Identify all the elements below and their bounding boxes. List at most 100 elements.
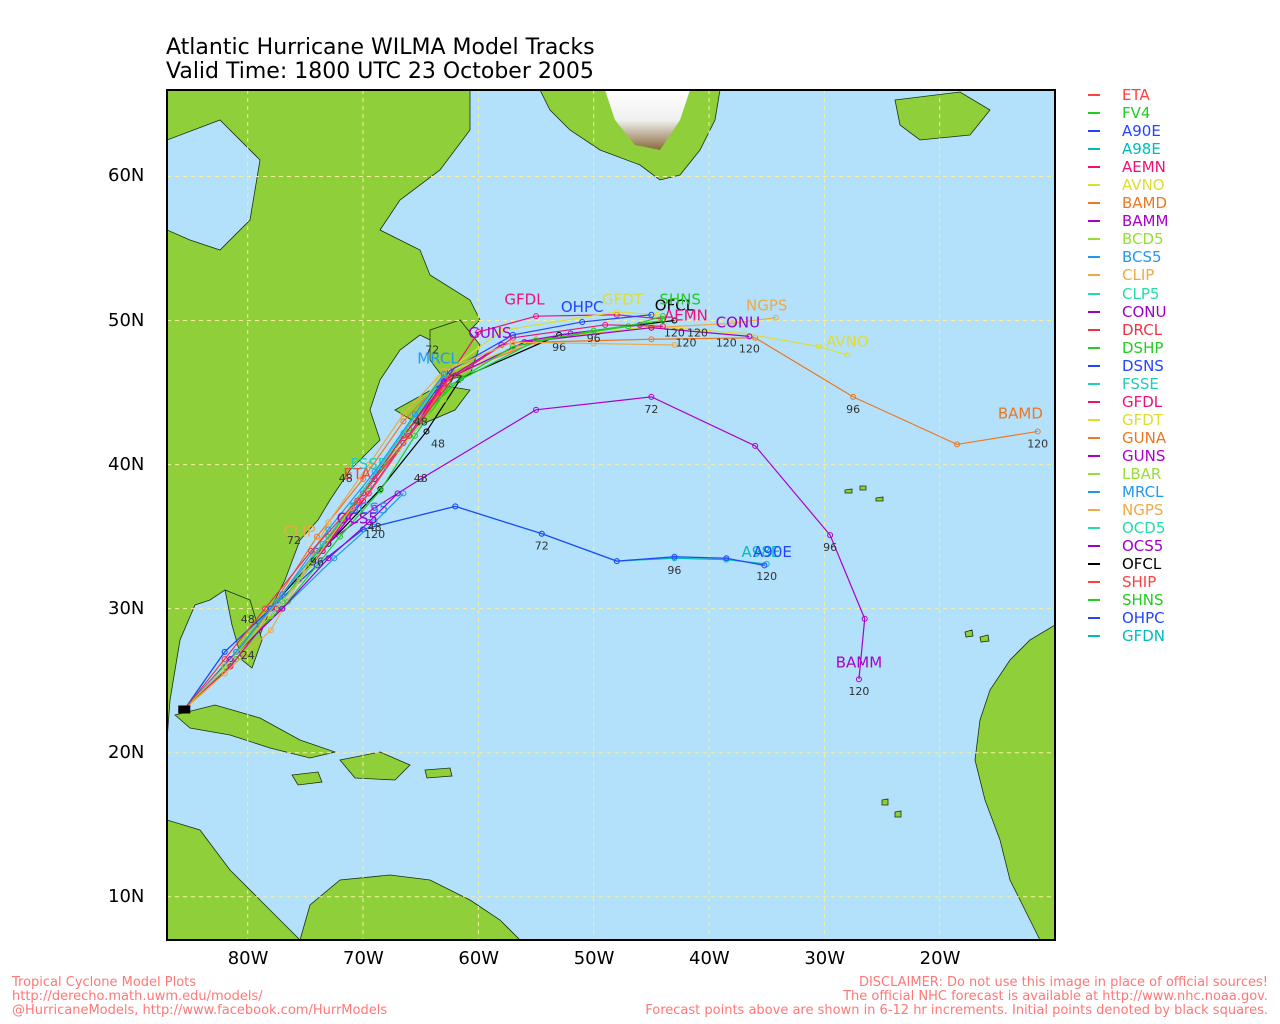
legend-item-gfdn: GFDN — [1088, 627, 1168, 645]
legend-label: CLIP — [1122, 266, 1155, 285]
forecast-point — [648, 324, 655, 331]
forecast-point — [440, 367, 447, 374]
forecast-point — [267, 627, 274, 634]
track-end-label: OFCL — [655, 296, 695, 314]
forecast-point — [567, 330, 574, 337]
legend-item-dsns: DSNS — [1088, 357, 1168, 375]
legend-item-bamd: BAMD — [1088, 194, 1168, 212]
legend-swatch — [1088, 454, 1100, 457]
legend-label: GUNS — [1122, 446, 1166, 465]
footer-right: DISCLAIMER: Do not use this image in pla… — [645, 976, 1268, 1018]
forecast-point — [446, 375, 453, 382]
forecast-point — [417, 475, 424, 482]
legend-label: LBAR — [1122, 465, 1162, 483]
track-aemn: AEMN — [183, 307, 708, 710]
canary-islands — [964, 629, 990, 643]
forecast-point — [406, 432, 413, 439]
forecast-hour-label: 120 — [716, 336, 737, 349]
forecast-point — [953, 441, 960, 448]
lat-label: 20N — [108, 741, 145, 763]
track-end-label: BAMM — [836, 654, 882, 672]
track-end-label: SHNS — [659, 291, 701, 309]
forecast-point — [815, 343, 822, 350]
forecast-point — [533, 313, 540, 320]
legend-label: AEMN — [1122, 158, 1166, 177]
forecast-point — [400, 490, 407, 497]
initial-point-marker — [178, 705, 191, 714]
legend-label: MRCL — [1122, 483, 1164, 502]
track-end-label: GFDL — [504, 291, 545, 309]
legend-item-drcl: DRCL — [1088, 321, 1168, 339]
lat-label: 40N — [108, 453, 145, 475]
forecast-point — [827, 532, 834, 539]
forecast-point — [279, 605, 286, 612]
legend-swatch — [1088, 292, 1100, 295]
forecast-point — [659, 317, 666, 324]
greenland-ice — [605, 90, 690, 150]
forecast-point — [394, 447, 401, 454]
legend-item-guna: GUNA — [1088, 429, 1168, 447]
track-clip: CLIP — [183, 339, 678, 710]
hispaniola — [339, 751, 411, 781]
lon-label: 40W — [689, 948, 730, 969]
footer-official-source: The official NHC forecast is available a… — [843, 989, 1268, 1004]
forecast-point — [331, 555, 338, 562]
legend-item-a98e: A98E — [1088, 140, 1168, 158]
footer-disclaimer: DISCLAIMER: Do not use this image in pla… — [858, 975, 1268, 990]
forecast-hour-label: 120 — [364, 528, 385, 541]
footer-site-url[interactable]: http://derecho.math.uwm.edu/models/ — [12, 989, 263, 1004]
legend-item-fsse: FSSE — [1088, 375, 1168, 393]
legend-swatch — [1088, 545, 1100, 548]
lat-lon-grid — [167, 90, 1055, 940]
track-end-label: NGPS — [746, 296, 787, 314]
legend-swatch — [1088, 581, 1100, 584]
forecast-hour-label: 48 — [241, 613, 255, 626]
track-shns: SHNS — [183, 291, 701, 710]
legend-item-bamm: BAMM — [1088, 212, 1168, 230]
legend-label: FV4 — [1122, 104, 1151, 123]
legend-swatch — [1088, 599, 1100, 602]
track-end-label: MRCL — [417, 350, 459, 368]
legend-swatch — [1088, 184, 1100, 187]
forecast-hour-label: 120 — [675, 336, 696, 349]
legend-swatch — [1088, 400, 1100, 403]
forecast-point — [509, 343, 516, 350]
lat-label: 60N — [108, 165, 145, 187]
forecast-point — [336, 533, 343, 540]
forecast-point — [348, 504, 355, 511]
legend-item-ocd5: OCD5 — [1088, 519, 1168, 537]
forecast-hour-label: 72 — [425, 344, 439, 357]
track-end-label: CLIP — [283, 523, 315, 541]
forecast-hour-label: 96 — [846, 403, 860, 416]
forecast-point — [313, 533, 320, 540]
forecast-point — [509, 339, 516, 346]
legend-label: OCD5 — [1122, 519, 1166, 538]
central-america — [167, 819, 301, 940]
legend-label: DSNS — [1122, 356, 1164, 375]
legend-item-ship: SHIP — [1088, 573, 1168, 591]
forecast-point — [602, 321, 609, 328]
cuba — [174, 704, 337, 759]
track-line — [183, 373, 445, 710]
legend-label: CLP5 — [1122, 284, 1160, 303]
legend-label: AVNO — [1122, 176, 1165, 195]
legend-label: SHNS — [1122, 591, 1164, 610]
legend-swatch — [1088, 274, 1100, 277]
track-end-label: FSSE — [350, 455, 387, 473]
legend-swatch — [1088, 473, 1100, 475]
legend-item-gfdl: GFDL — [1088, 393, 1168, 411]
forecast-point — [354, 497, 361, 504]
legend-label: FSSE — [1122, 374, 1159, 393]
forecast-hour-label: 48 — [368, 521, 382, 534]
forecast-hour-label: 120 — [756, 570, 777, 583]
legend-label: BCS5 — [1122, 248, 1162, 267]
legend-item-ohpc: OHPC — [1088, 609, 1168, 627]
forecast-point — [533, 406, 540, 413]
footer-social[interactable]: @HurricaneModels, http://www.facebook.co… — [12, 1003, 388, 1018]
forecast-point — [1034, 428, 1041, 435]
forecast-point — [411, 411, 418, 418]
track-end-label: CONU — [716, 314, 760, 332]
cape-verde — [881, 798, 902, 818]
legend-swatch — [1088, 238, 1100, 241]
